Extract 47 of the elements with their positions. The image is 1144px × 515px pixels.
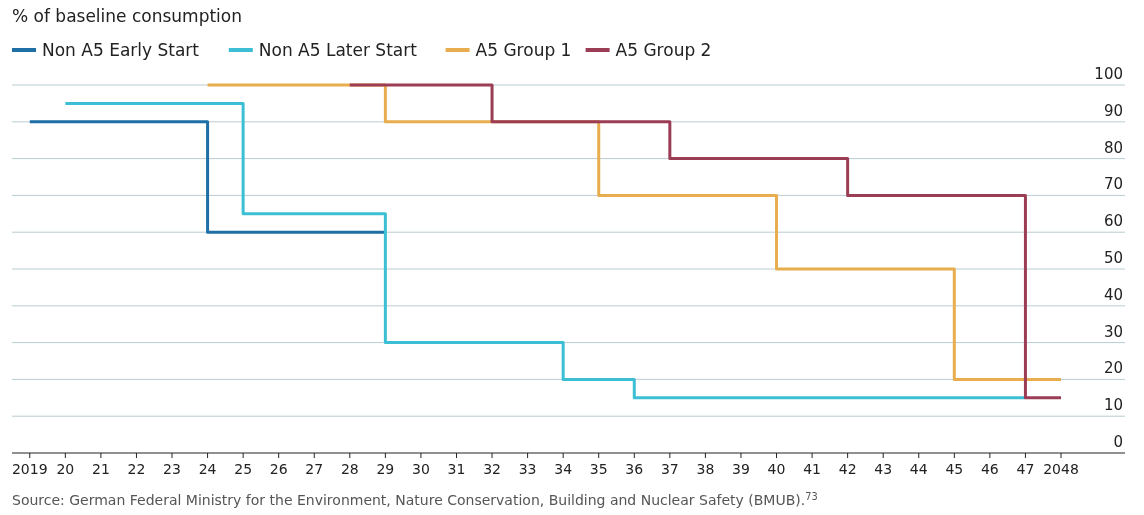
x-tick-label: 33 bbox=[518, 461, 537, 477]
legend-label: A5 Group 1 bbox=[475, 40, 572, 60]
x-tick-label: 28 bbox=[340, 461, 359, 477]
y-tick-label: 100 bbox=[1094, 65, 1123, 83]
x-tick-label: 36 bbox=[625, 461, 644, 477]
legend-label: Non A5 Early Start bbox=[42, 40, 200, 60]
y-tick-label: 90 bbox=[1103, 101, 1123, 120]
x-tick-label: 44 bbox=[909, 461, 928, 477]
x-tick-label: 39 bbox=[732, 461, 750, 477]
x-tick-label: 2019 bbox=[11, 461, 48, 477]
legend-label: A5 Group 2 bbox=[615, 40, 712, 60]
y-tick-label: 40 bbox=[1103, 285, 1123, 304]
legend-label: Non A5 Later Start bbox=[258, 40, 418, 60]
y-tick-label: 0 bbox=[1113, 433, 1123, 451]
x-tick-label: 34 bbox=[554, 461, 573, 477]
x-tick-label: 27 bbox=[305, 461, 324, 477]
x-tick-label: 32 bbox=[483, 461, 501, 477]
x-tick-label: 40 bbox=[767, 461, 786, 477]
x-tick-label: 29 bbox=[376, 461, 395, 477]
y-tick-label: 60 bbox=[1103, 212, 1123, 231]
x-tick-label: 35 bbox=[589, 461, 608, 477]
y-tick-label: 30 bbox=[1103, 322, 1123, 341]
x-tick-label: 45 bbox=[945, 461, 964, 477]
y-tick-label: 50 bbox=[1103, 249, 1123, 267]
x-tick-label: 31 bbox=[447, 461, 466, 477]
x-tick-label: 23 bbox=[163, 461, 181, 477]
source-note: Source: German Federal Ministry for the Environment, Nature Conservation, Building and Nuclear Safety (BMUB).$^{73}$ bbox=[12, 490, 818, 508]
x-tick-label: 24 bbox=[198, 461, 217, 477]
y-tick-label: 80 bbox=[1103, 138, 1123, 157]
x-tick-label: 42 bbox=[838, 461, 857, 477]
x-tick-label: 47 bbox=[1016, 461, 1035, 477]
x-tick-label: 30 bbox=[412, 461, 430, 477]
y-tick-label: 20 bbox=[1103, 359, 1123, 378]
y-tick-label: 70 bbox=[1103, 175, 1123, 194]
x-tick-label: 21 bbox=[91, 461, 110, 477]
x-tick-label: 38 bbox=[696, 461, 715, 477]
x-tick-label: 46 bbox=[980, 461, 999, 477]
x-tick-label: 41 bbox=[803, 461, 821, 477]
x-tick-label: 25 bbox=[234, 461, 253, 477]
x-tick-label: 20 bbox=[56, 461, 75, 477]
x-tick-label: 43 bbox=[874, 461, 893, 477]
x-tick-label: 22 bbox=[127, 461, 146, 477]
y-tick-label: 10 bbox=[1103, 396, 1123, 415]
x-tick-label: 2048 bbox=[1043, 461, 1079, 477]
x-tick-label: 26 bbox=[269, 461, 288, 477]
x-tick-label: 37 bbox=[660, 461, 679, 477]
y-axis-title: % of baseline consumption bbox=[12, 6, 243, 26]
